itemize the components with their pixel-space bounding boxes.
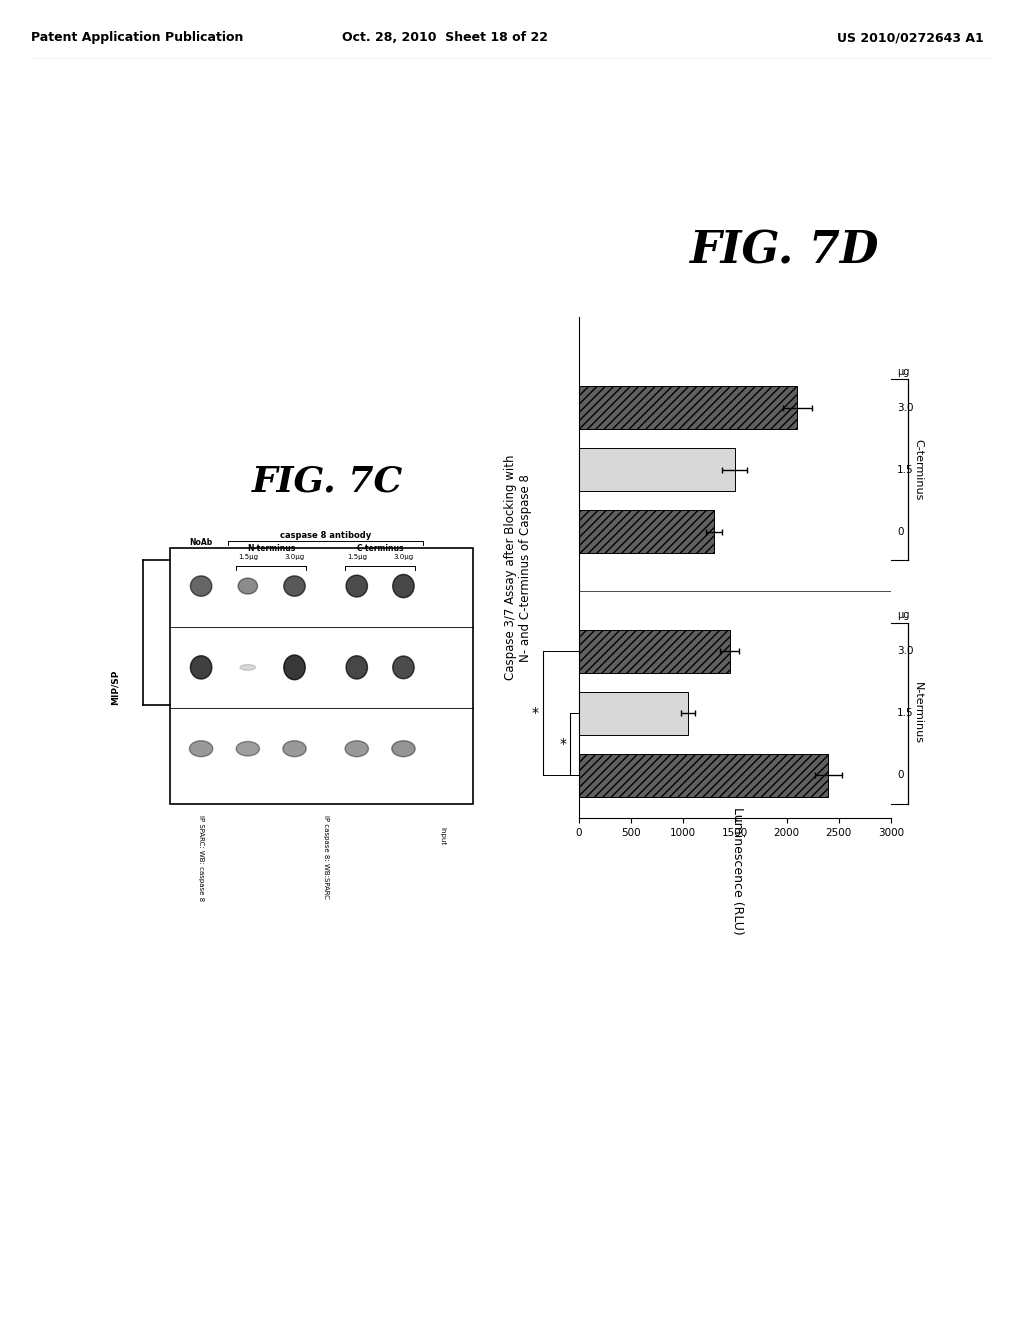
Ellipse shape: [392, 741, 415, 756]
Text: N-terminus: N-terminus: [247, 544, 295, 553]
Text: 3.0: 3.0: [897, 403, 913, 413]
Text: IP SPARC: WB: caspase 8: IP SPARC: WB: caspase 8: [198, 816, 204, 902]
Text: MIP/SP: MIP/SP: [111, 671, 120, 705]
Text: caspase 8 antibody: caspase 8 antibody: [280, 531, 372, 540]
Bar: [579, 692, 688, 735]
Text: C-terminus: C-terminus: [356, 544, 403, 553]
Text: *: *: [532, 706, 539, 721]
Text: IP caspase 8: WB:SPARC: IP caspase 8: WB:SPARC: [323, 816, 329, 899]
Ellipse shape: [346, 576, 368, 597]
Text: US 2010/0272643 A1: US 2010/0272643 A1: [837, 32, 984, 44]
Text: 0: 0: [897, 771, 903, 780]
Text: Luminescence (RLU): Luminescence (RLU): [731, 808, 743, 935]
Ellipse shape: [190, 656, 212, 678]
Bar: [579, 630, 729, 673]
Ellipse shape: [237, 742, 259, 756]
Bar: [579, 511, 714, 553]
Text: 0: 0: [897, 527, 903, 537]
Text: C-terminus: C-terminus: [913, 440, 923, 500]
Bar: [170, 548, 473, 804]
Text: N-terminus: N-terminus: [913, 682, 923, 744]
Text: 1.5μg: 1.5μg: [238, 554, 258, 560]
Text: Oct. 28, 2010  Sheet 18 of 22: Oct. 28, 2010 Sheet 18 of 22: [342, 32, 548, 44]
Text: 1.5μg: 1.5μg: [347, 554, 367, 560]
Text: Patent Application Publication: Patent Application Publication: [31, 32, 243, 44]
Text: FIG. 7D: FIG. 7D: [688, 230, 879, 272]
Ellipse shape: [238, 578, 258, 594]
Ellipse shape: [284, 576, 305, 597]
Ellipse shape: [189, 741, 213, 756]
Ellipse shape: [240, 664, 256, 671]
Ellipse shape: [393, 656, 414, 678]
Text: FIG. 7C: FIG. 7C: [252, 465, 403, 499]
Text: 3.0μg: 3.0μg: [393, 554, 414, 560]
Ellipse shape: [346, 656, 368, 678]
Bar: [579, 385, 797, 429]
Text: Caspase 3/7 Assay after Blocking with
N- and C-terminus of Caspase 8: Caspase 3/7 Assay after Blocking with N-…: [504, 455, 532, 680]
Ellipse shape: [283, 741, 306, 756]
Text: 1.5: 1.5: [897, 465, 913, 475]
Ellipse shape: [393, 574, 414, 598]
Bar: [579, 449, 734, 491]
Text: 3.0μg: 3.0μg: [285, 554, 304, 560]
Text: Input: Input: [439, 828, 445, 845]
Ellipse shape: [284, 655, 305, 680]
Text: 3.0: 3.0: [897, 647, 913, 656]
Text: μg: μg: [897, 610, 909, 620]
Text: μg: μg: [897, 367, 909, 376]
Ellipse shape: [345, 741, 369, 756]
Ellipse shape: [190, 576, 212, 597]
Text: *: *: [559, 738, 566, 751]
Bar: [579, 754, 828, 797]
Text: NoAb: NoAb: [189, 539, 213, 546]
Text: 1.5: 1.5: [897, 709, 913, 718]
